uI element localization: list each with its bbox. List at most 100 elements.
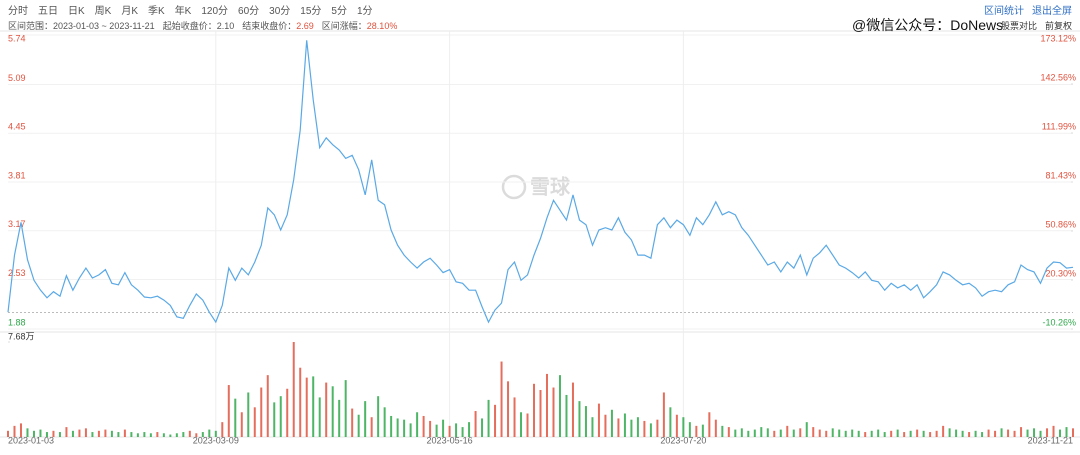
volume-bar xyxy=(805,422,808,437)
period-tab[interactable]: 分时 xyxy=(8,6,28,17)
volume-bar xyxy=(883,432,886,437)
volume-bar xyxy=(877,429,880,437)
volume-bar xyxy=(117,432,120,437)
volume-bar xyxy=(214,430,217,437)
volume-bar xyxy=(487,399,490,437)
period-tab[interactable]: 30分 xyxy=(269,6,291,17)
volume-bar xyxy=(916,429,919,437)
volume-bar xyxy=(286,388,289,437)
volume-bar xyxy=(429,420,432,437)
period-tab[interactable]: 五日 xyxy=(38,6,58,17)
period-tab[interactable]: 月K xyxy=(121,6,139,17)
logo-text: 雪球 xyxy=(530,175,571,198)
period-tab[interactable]: 5分 xyxy=(331,6,347,17)
volume-bar xyxy=(1065,427,1068,437)
volume-bar xyxy=(357,414,360,437)
volume-bar xyxy=(351,408,354,437)
y2-tick-label: 50.86% xyxy=(1045,219,1076,229)
y2-tick-label: 173.12% xyxy=(1040,33,1076,43)
volume-bar xyxy=(552,387,555,437)
volume-bar xyxy=(565,394,568,437)
volume-bar xyxy=(968,432,971,437)
volume-bar xyxy=(338,399,341,437)
range-label: 区间范围： xyxy=(8,21,54,31)
volume-bar xyxy=(273,402,276,437)
volume-bar xyxy=(52,430,55,437)
watermark-text: @微信公众号：DoNews xyxy=(852,17,1004,33)
volume-bar xyxy=(818,429,821,437)
option-link[interactable]: 前复权 xyxy=(1044,21,1072,31)
volume-bar xyxy=(948,428,951,437)
volume-bar xyxy=(149,433,152,437)
volume-bar xyxy=(13,425,16,437)
volume-bar xyxy=(221,422,224,437)
period-tabs: 分时 五日 日K 周K 月K 季K 年K 120分 60分 30分 15分 5分 1分 xyxy=(8,2,373,17)
volume-bar xyxy=(974,430,977,437)
volume-bar xyxy=(409,423,412,437)
volume-bar xyxy=(240,412,243,437)
volume-bar xyxy=(1013,430,1016,437)
volume-bar xyxy=(604,414,607,437)
volume-bar xyxy=(344,380,347,437)
volume-bar xyxy=(65,427,68,437)
volume-bar xyxy=(844,430,847,437)
summary: 区间范围：2023-01-03 ~ 2023-11-21 起始收盘价：2.10 … xyxy=(8,19,397,32)
volume-bar xyxy=(403,419,406,437)
volume-bar xyxy=(71,430,74,437)
action-link[interactable]: 区间统计 xyxy=(984,6,1024,17)
volume-bar xyxy=(864,432,867,437)
logo-watermark: 雪球 xyxy=(501,174,571,200)
end-value: 2.69 xyxy=(296,21,314,31)
volume-bar xyxy=(156,432,159,437)
period-tab[interactable]: 120分 xyxy=(201,6,229,17)
change: 区间涨幅：28.10% xyxy=(322,19,398,32)
price-line xyxy=(7,40,1074,324)
start: 起始收盘价：2.10 xyxy=(163,19,235,32)
volume-bar xyxy=(688,422,691,437)
volume-bar xyxy=(760,427,763,437)
volume-bar xyxy=(851,429,854,437)
volume-bar xyxy=(779,429,782,437)
action-link[interactable]: 退出全屏 xyxy=(1032,6,1072,17)
change-value: 28.10% xyxy=(366,21,398,31)
volume-bar xyxy=(97,430,100,437)
volume-bar xyxy=(721,425,724,437)
volume-bar xyxy=(896,429,899,437)
y-tick-label: 1.88 xyxy=(8,317,26,327)
end-label: 结束收盘价： xyxy=(242,21,297,31)
change-label: 区间涨幅： xyxy=(321,21,367,31)
volume-bar xyxy=(305,377,308,437)
volume-bar xyxy=(669,407,672,437)
volume-bar xyxy=(929,432,932,437)
volume-bar xyxy=(539,389,542,437)
volume-bar xyxy=(786,425,789,437)
options: 股票对比 前复权 xyxy=(1001,19,1072,32)
volume-bar xyxy=(558,375,561,437)
volume-bar xyxy=(630,419,633,437)
period-tab[interactable]: 季K xyxy=(148,6,165,17)
volume-bar xyxy=(266,375,269,437)
volume-bar xyxy=(416,412,419,437)
volume-bar xyxy=(571,382,574,437)
period-tab[interactable]: 周K xyxy=(94,6,112,17)
volume-bar xyxy=(1059,429,1062,437)
period-tab[interactable]: 1分 xyxy=(356,6,373,17)
volume-bar xyxy=(227,385,230,437)
volume-bar xyxy=(201,432,204,437)
y-tick-label: 3.17 xyxy=(8,219,26,229)
volume-bar xyxy=(39,429,42,437)
period-tab[interactable]: 60分 xyxy=(238,6,260,17)
volume-bar xyxy=(370,417,373,437)
period-tab[interactable]: 年K xyxy=(174,6,192,17)
volume-bar xyxy=(935,430,938,437)
volume-bar xyxy=(182,432,185,437)
volume-bar xyxy=(825,430,828,437)
x-tick-label: 2023-11-21 xyxy=(1028,435,1073,445)
period-tab[interactable]: 日K xyxy=(68,6,85,17)
volume-bar xyxy=(91,432,94,437)
option-link[interactable]: 股票对比 xyxy=(1000,21,1037,31)
volume-bar xyxy=(922,430,925,437)
period-tab[interactable]: 15分 xyxy=(300,6,322,17)
range: 区间范围：2023-01-03 ~ 2023-11-21 xyxy=(8,19,155,32)
